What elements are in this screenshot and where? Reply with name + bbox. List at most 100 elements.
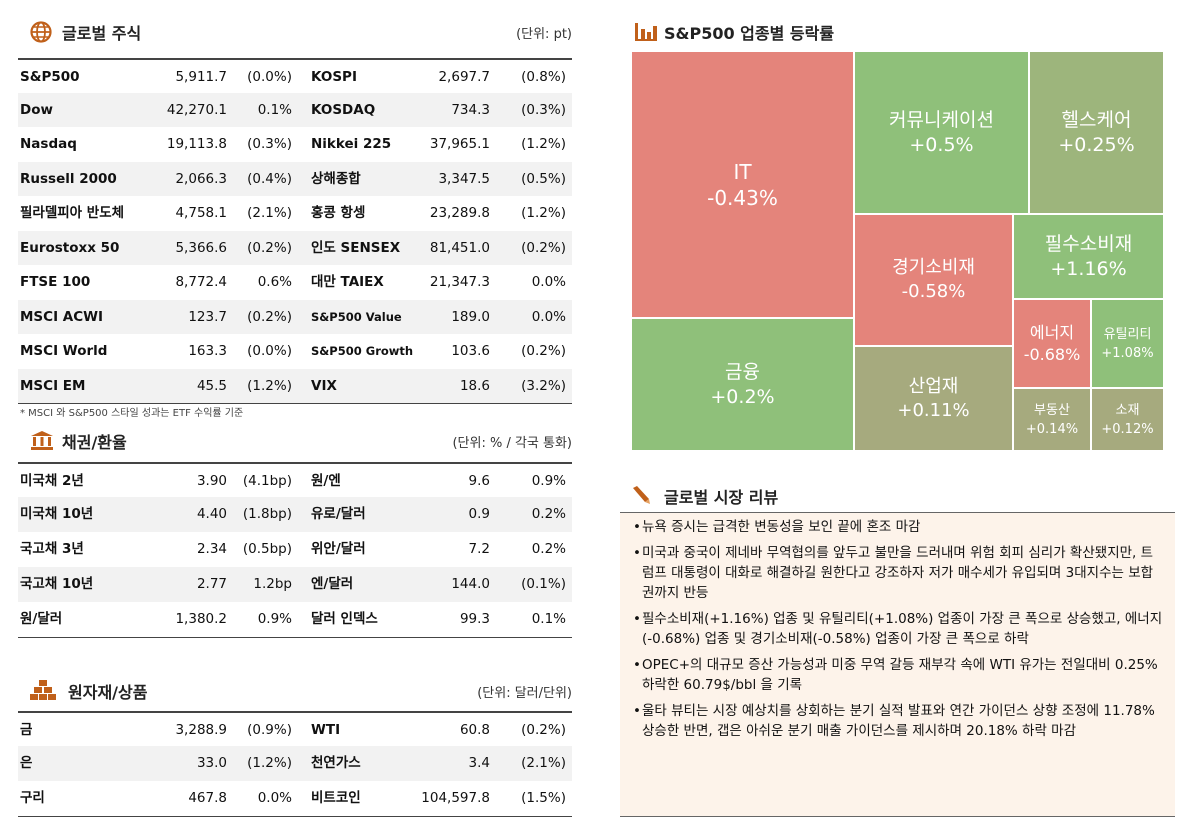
table-row: Nasdaq 19,113.8 (0.3%) Nikkei 225 37,965.1 (1… [18,127,572,162]
cell-value: 1.2bp [253,576,292,592]
table-row: 국고채 10년 2.77 1.2bp 엔/달러 144.0 (0.1%) [18,567,572,602]
row-label: 위안/달러 [311,541,366,557]
table-row: FTSE 100 8,772.4 0.6% 대만 TAIEX 21,347.3 0.0% [18,265,572,300]
cell-value: (0.3%) [247,136,292,152]
row-label: 은 [20,755,33,771]
section-title: 원자재/상품 [68,683,148,702]
table-row: 구리 467.8 0.0% 비트코인 104,597.8 (1.5%) [18,781,572,817]
cell-value: 0.0% [531,274,566,290]
tile-name: 헬스케어 [1061,108,1132,131]
tile-change: +0.2% [710,385,775,408]
cell-value: (0.0%) [247,69,292,85]
cell-value: 3,288.9 [175,722,227,738]
treemap-tile: 유틸리티 +1.08% [1092,300,1163,387]
cell-value: 2.77 [196,576,227,592]
row-label: 달러 인덱스 [311,611,378,627]
cell-value: 37,965.1 [429,136,490,152]
review-box: 뉴욕 증시는 급격한 변동성을 보인 끝에 혼조 마감미국과 중국이 제네바 무… [620,512,1175,817]
unit-label: (단위: pt) [516,27,572,42]
tile-change: +0.12% [1101,421,1154,437]
cell-value: 0.2% [531,506,566,522]
tile-name: 산업재 [908,375,959,397]
section-title: 채권/환율 [62,433,127,452]
tile-name: 에너지 [1029,322,1075,342]
cell-value: (4.1bp) [242,473,292,489]
cell-value: (0.3%) [521,101,566,118]
row-label: FTSE 100 [20,274,91,290]
table-row: 금 3,288.9 (0.9%) WTI 60.8 (0.2%) [18,711,572,748]
cell-value: 2,697.7 [438,69,490,85]
cell-value: (1.2%) [521,205,566,221]
treemap-tile: 경기소비재 -0.58% [855,215,1012,345]
row-label: 미국채 10년 [20,506,94,522]
row-label: 천연가스 [311,755,361,771]
section-title: 글로벌 주식 [62,24,142,43]
row-label: 국고채 10년 [20,576,94,592]
cell-value: 42,270.1 [166,101,227,118]
cell-value: (3.2%) [521,377,566,394]
row-label: S&P500 [20,69,80,85]
cell-value: 0.2% [531,541,566,557]
cell-value: 2,066.3 [175,170,227,187]
treemap-tile: 금융 +0.2% [632,319,853,450]
footnote: * MSCI 와 S&P500 스타일 성과는 ETF 수익률 기준 [20,408,244,419]
bank-icon [31,431,53,450]
tile-name: 필수소비재 [1044,232,1133,255]
treemap-tile: 필수소비재 +1.16% [1014,215,1163,298]
cell-value: (1.2%) [247,755,292,771]
row-label: MSCI World [20,343,108,359]
table-row: MSCI ACWI 123.7 (0.2%) S&P500 Value 189.0 0.0… [18,299,572,334]
cell-value: (1.8bp) [242,506,292,522]
cell-value: (0.2%) [521,239,566,256]
row-label: 금 [20,722,33,738]
review-bullet: 필수소비재(+1.16%) 업종 및 유틸리티(+1.08%) 업종이 가장 큰… [633,609,1163,649]
cell-value: 2.34 [196,541,227,557]
cell-value: (1.2%) [521,136,566,152]
treemap-tile: IT -0.43% [632,52,853,317]
globe-icon [30,21,52,43]
cell-value: 5,366.6 [175,239,227,256]
table-row: S&P500 5,911.7 (0.0%) KOSPI 2,697.7 (0.8%) [18,58,572,95]
cell-value: 99.3 [459,611,490,627]
table-row: 필라델피아 반도체 4,758.1 (2.1%) 홍콩 항셍 23,289.8 (1.2%… [18,196,572,231]
unit-label: (단위: 달러/단위) [477,686,572,701]
row-label: 홍콩 항셍 [311,205,366,221]
row-label: WTI [311,722,341,738]
cell-value: 104,597.8 [421,790,490,806]
treemap-tile: 헬스케어 +0.25% [1030,52,1163,213]
tile-change: +0.25% [1058,133,1135,156]
cell-value: 467.8 [188,790,227,806]
treemap-tile: 커뮤니케이션 +0.5% [855,52,1028,213]
row-label: Eurostoxx 50 [20,239,120,256]
row-label: 원/달러 [20,611,63,627]
cell-value: (2.1%) [247,205,292,221]
cell-value: 23,289.8 [429,205,490,221]
cell-value: 0.9% [531,473,566,489]
row-label: Nikkei 225 [311,136,392,152]
cell-value: 21,347.3 [429,274,490,290]
row-label: S&P500 Growth [311,344,414,358]
cell-value: 1,380.2 [175,611,227,627]
cell-value: 189.0 [451,308,490,325]
tile-change: -0.68% [1023,344,1081,364]
cell-value: (0.2%) [247,239,292,256]
cell-value: 0.1% [531,611,566,627]
cell-value: 734.3 [451,101,490,118]
cell-value: (0.4%) [247,170,292,187]
review-bullet: 미국과 중국이 제네바 무역협의를 앞두고 불만을 드러내며 위험 회피 심리가… [633,543,1163,603]
row-label: KOSPI [311,69,357,85]
tile-change: +1.16% [1050,257,1127,280]
tile-name: 소재 [1115,402,1140,418]
cell-value: 103.6 [451,343,490,359]
section-title: S&P500 업종별 등락률 [664,24,835,43]
row-label: 대만 TAIEX [311,274,384,290]
cell-value: 0.0% [531,308,566,325]
row-label: 구리 [20,790,45,806]
table-row: MSCI World 163.3 (0.0%) S&P500 Growth 103.6 (… [18,334,572,369]
table-row: Dow 42,270.1 0.1% KOSDAQ 734.3 (0.3%) [18,92,572,127]
cell-value: 144.0 [451,576,490,592]
tile-change: -0.58% [901,281,966,302]
tile-name: IT [733,159,752,184]
cell-value: 8,772.4 [175,274,227,290]
